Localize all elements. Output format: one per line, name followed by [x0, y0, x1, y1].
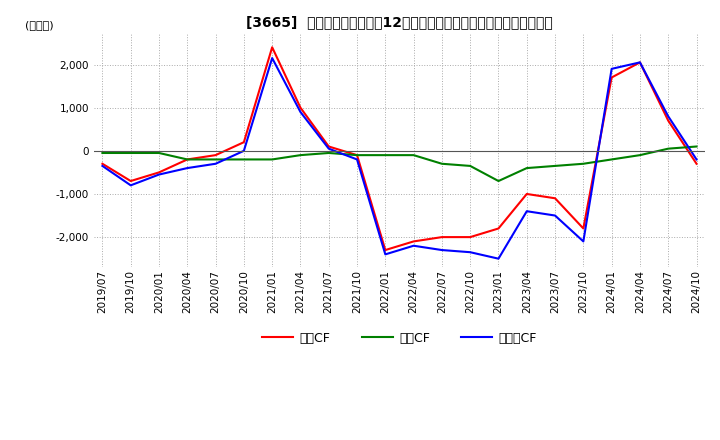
営業CF [240, 139, 248, 145]
Title: [3665]  キャッシュフローの12か月移動合計の対前年同期増減額の推移: [3665] キャッシュフローの12か月移動合計の対前年同期増減額の推移 [246, 15, 553, 29]
投資CF [240, 157, 248, 162]
投資CF [636, 153, 644, 158]
フリーCF [381, 252, 390, 257]
営業CF [98, 161, 107, 166]
フリーCF [325, 146, 333, 151]
投資CF [381, 153, 390, 158]
営業CF [692, 161, 701, 166]
営業CF [155, 170, 163, 175]
Line: 投資CF: 投資CF [102, 147, 696, 181]
Legend: 営業CF, 投資CF, フリーCF: 営業CF, 投資CF, フリーCF [257, 326, 542, 350]
投資CF [268, 157, 276, 162]
Line: フリーCF: フリーCF [102, 58, 696, 259]
フリーCF [664, 114, 672, 119]
営業CF [551, 196, 559, 201]
フリーCF [211, 161, 220, 166]
フリーCF [353, 157, 361, 162]
営業CF [579, 226, 588, 231]
フリーCF [155, 172, 163, 177]
フリーCF [268, 55, 276, 61]
投資CF [438, 161, 446, 166]
投資CF [494, 178, 503, 183]
営業CF [608, 75, 616, 80]
投資CF [183, 157, 192, 162]
営業CF [127, 178, 135, 183]
投資CF [325, 150, 333, 156]
フリーCF [438, 247, 446, 253]
フリーCF [579, 239, 588, 244]
フリーCF [127, 183, 135, 188]
営業CF [636, 60, 644, 65]
フリーCF [183, 165, 192, 171]
投資CF [608, 157, 616, 162]
投資CF [664, 146, 672, 151]
投資CF [353, 153, 361, 158]
投資CF [692, 144, 701, 149]
フリーCF [636, 60, 644, 65]
フリーCF [608, 66, 616, 71]
営業CF [409, 239, 418, 244]
フリーCF [692, 157, 701, 162]
営業CF [325, 144, 333, 149]
投資CF [523, 165, 531, 171]
営業CF [381, 247, 390, 253]
営業CF [523, 191, 531, 197]
フリーCF [551, 213, 559, 218]
投資CF [466, 163, 474, 169]
投資CF [98, 150, 107, 156]
営業CF [211, 153, 220, 158]
フリーCF [466, 249, 474, 255]
フリーCF [523, 209, 531, 214]
営業CF [268, 44, 276, 50]
営業CF [438, 235, 446, 240]
営業CF [664, 118, 672, 123]
投資CF [155, 150, 163, 156]
投資CF [579, 161, 588, 166]
投資CF [211, 157, 220, 162]
フリーCF [240, 148, 248, 154]
投資CF [409, 153, 418, 158]
フリーCF [494, 256, 503, 261]
フリーCF [98, 163, 107, 169]
投資CF [296, 153, 305, 158]
フリーCF [409, 243, 418, 248]
フリーCF [296, 110, 305, 115]
営業CF [183, 157, 192, 162]
投資CF [551, 163, 559, 169]
Y-axis label: (百万円): (百万円) [24, 20, 53, 29]
営業CF [494, 226, 503, 231]
Line: 営業CF: 営業CF [102, 47, 696, 250]
営業CF [353, 153, 361, 158]
営業CF [296, 105, 305, 110]
営業CF [466, 235, 474, 240]
投資CF [127, 150, 135, 156]
